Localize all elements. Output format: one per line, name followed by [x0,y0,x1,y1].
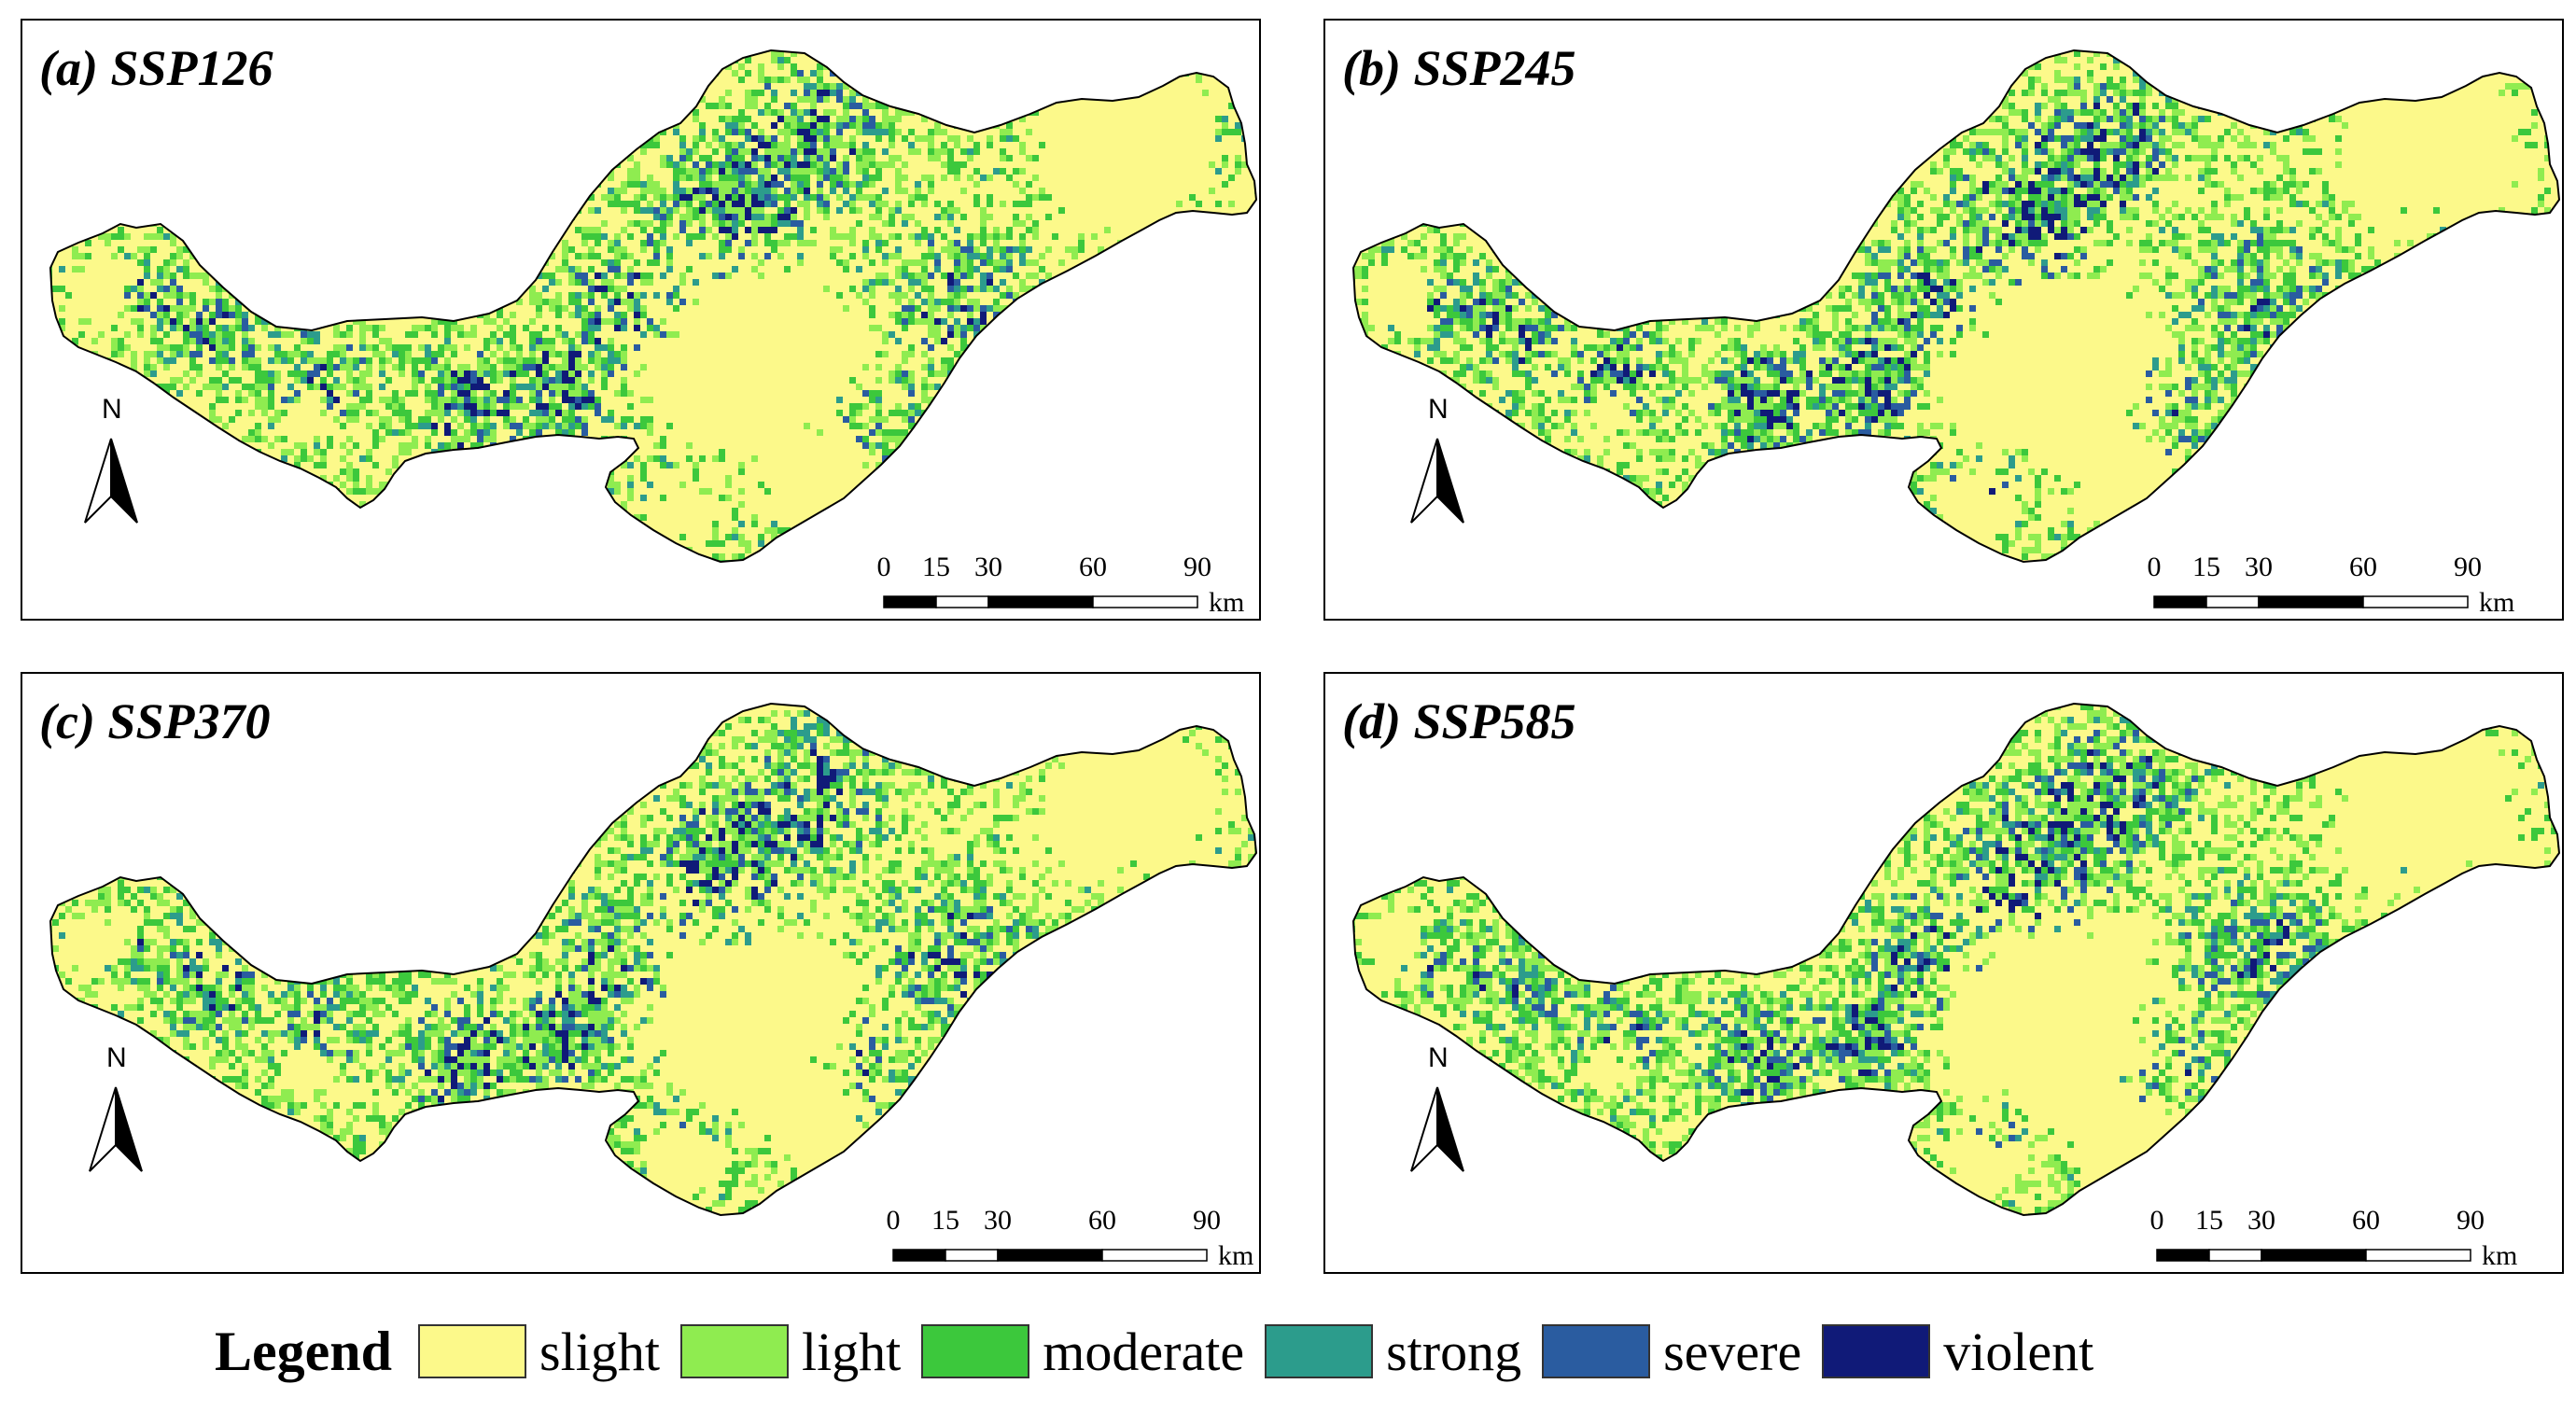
scale-bar: 0 15 30 60 90 km [887,1205,1254,1266]
scale-unit: km [1209,587,1244,613]
erosion-raster [1353,704,2559,1215]
scale-segment [987,595,1094,608]
legend-item-severe: severe [1542,1321,1813,1383]
north-label: N [1428,1042,1449,1073]
scale-segment [997,1249,1103,1262]
scale-segment [945,1249,999,1262]
north-arrow-icon: N [1410,1042,1464,1172]
scale-segment [2205,595,2260,608]
scale-tick-label: 15 [2195,1205,2223,1236]
scale-tick-label: 60 [1088,1205,1116,1236]
north-arrow-icon: N [89,1042,143,1172]
erosion-raster [1353,50,2559,562]
basin-boundary [49,702,1258,1217]
scale-unit: km [1218,1240,1253,1266]
legend-swatch-violent [1822,1324,1931,1378]
map-panel-b: (b) SSP245 N 0 15 30 60 90 km [1323,19,2564,621]
scale-segment [2365,1249,2471,1262]
scale-segment [2153,595,2207,608]
scale-tick-label: 15 [931,1205,959,1236]
legend-swatch-strong [1265,1324,1374,1378]
map-panel-d: (d) SSP585 N 0 15 30 60 90 km [1323,672,2564,1274]
scale-unit: km [2482,1240,2517,1266]
scale-segment [935,595,989,608]
legend-label-violent: violent [1943,1321,2093,1383]
legend-title: Legend [215,1320,392,1384]
scale-tick-label: 15 [922,552,950,582]
erosion-map-c [49,702,1258,1217]
scale-tick-label: 30 [2247,1205,2275,1236]
legend-item-light: light [679,1321,912,1383]
panel-title-b: (b) SSP245 [1342,39,1576,97]
legend-label-strong: strong [1386,1321,1521,1383]
scale-segment [2261,1249,2367,1262]
scale-segment [1101,1249,1208,1262]
legend-item-slight: slight [418,1321,671,1383]
legend-item-moderate: moderate [921,1321,1255,1383]
basin-boundary [1351,49,2561,564]
erosion-raster [50,704,1256,1215]
scale-tick-label: 30 [984,1205,1012,1236]
north-label: N [102,394,122,425]
scale-tick-label: 60 [1079,552,1107,582]
erosion-map-d [1351,702,2561,1217]
panel-title-d: (d) SSP585 [1342,692,1576,750]
legend-item-violent: violent [1822,1321,2105,1383]
scale-segment [2156,1249,2210,1262]
legend: Legend slight light moderate strong seve… [215,1314,2114,1389]
scale-tick-label: 60 [2352,1205,2380,1236]
scale-bar: 0 15 30 60 90 km [877,552,1245,613]
scale-tick-label: 15 [2192,552,2220,582]
scale-tick-label: 0 [887,1205,901,1236]
basin-boundary [1351,702,2561,1217]
scale-tick-label: 30 [2245,552,2273,582]
erosion-map-a [49,49,1258,564]
scale-segment [1092,595,1198,608]
north-arrow-icon: N [1410,394,1464,524]
panel-title-a: (a) SSP126 [39,39,273,97]
legend-swatch-light [679,1324,789,1378]
scale-segment [883,595,937,608]
legend-swatch-moderate [921,1324,1030,1378]
scale-tick-label: 90 [2454,552,2482,582]
scale-tick-label: 0 [877,552,891,582]
scale-tick-label: 0 [2150,1205,2164,1236]
scale-unit: km [2479,587,2514,613]
scale-segment [2258,595,2364,608]
scale-segment [2208,1249,2262,1262]
legend-swatch-slight [418,1324,527,1378]
legend-label-severe: severe [1663,1321,1801,1383]
scale-tick-label: 60 [2349,552,2377,582]
map-panel-a: (a) SSP126 N 0 15 30 60 90 km [21,19,1261,621]
north-arrow-icon: N [84,394,138,524]
legend-item-strong: strong [1265,1321,1533,1383]
scale-tick-label: 0 [2148,552,2162,582]
scale-segment [892,1249,946,1262]
legend-label-light: light [802,1321,901,1383]
scale-tick-label: 90 [2457,1205,2485,1236]
scale-tick-label: 90 [1183,552,1211,582]
legend-label-slight: slight [539,1321,660,1383]
north-label: N [1428,394,1449,425]
scale-bar: 0 15 30 60 90 km [2148,552,2515,613]
erosion-map-b [1351,49,2561,564]
map-panel-c: (c) SSP370 N 0 15 30 60 90 km [21,672,1261,1274]
scale-bar: 0 15 30 60 90 km [2150,1205,2518,1266]
scale-tick-label: 90 [1193,1205,1221,1236]
legend-label-moderate: moderate [1043,1321,1244,1383]
basin-boundary [49,49,1258,564]
north-label: N [106,1042,127,1073]
legend-swatch-severe [1542,1324,1651,1378]
scale-segment [2362,595,2469,608]
panel-title-c: (c) SSP370 [39,692,270,750]
erosion-raster [50,50,1256,562]
scale-tick-label: 30 [974,552,1002,582]
